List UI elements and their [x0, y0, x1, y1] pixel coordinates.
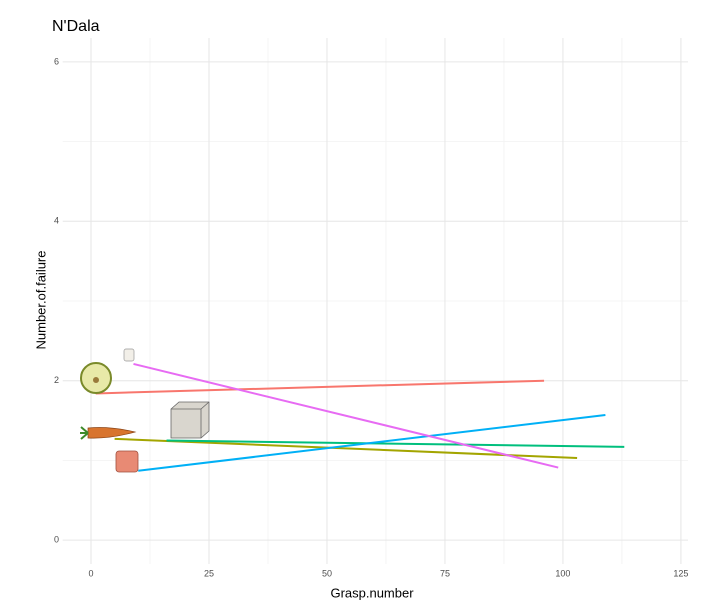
y-tick-label: 2	[54, 375, 59, 385]
carrot-leaves	[80, 426, 89, 440]
grid	[62, 38, 688, 564]
x-tick-label: 75	[440, 568, 450, 578]
chart-title: N'Dala	[52, 18, 100, 35]
y-axis-label: Number.of.failure	[33, 251, 48, 350]
pink-cube-icon	[115, 450, 139, 473]
series-line	[138, 413, 606, 472]
cube-icon	[170, 401, 210, 439]
x-axis-label: Grasp.number	[330, 585, 414, 600]
x-tick-label: 50	[322, 568, 332, 578]
x-tick-label: 0	[89, 568, 94, 578]
x-tick-label: 25	[204, 568, 214, 578]
x-tick-label: 100	[555, 568, 570, 578]
y-tick-label: 0	[54, 534, 59, 544]
icons	[80, 348, 210, 473]
labels: 0 25 50 75 100 125 0 2 4 6	[54, 56, 688, 578]
x-tick-label: 125	[673, 568, 688, 578]
y-tick-label: 4	[54, 216, 59, 226]
carrot-icon	[87, 427, 137, 439]
cube-edges	[171, 401, 210, 438]
series-line	[95, 379, 545, 395]
series-line	[133, 362, 559, 469]
apple-core	[93, 377, 99, 383]
y-tick-label: 6	[54, 56, 59, 66]
series-line	[114, 437, 578, 460]
lines	[95, 362, 625, 472]
series-line	[166, 439, 625, 448]
sugar-icon	[123, 348, 135, 362]
